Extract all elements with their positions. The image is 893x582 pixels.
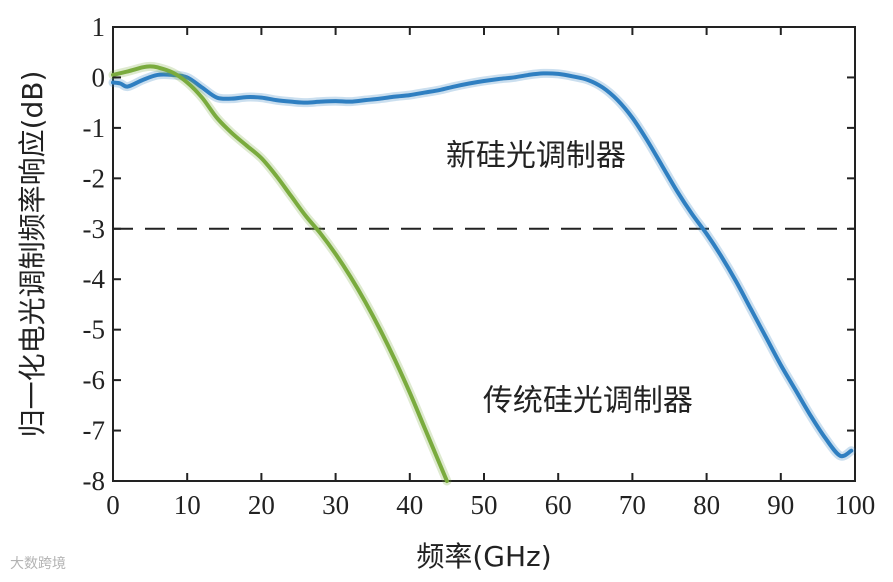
x-tick-label: 100	[835, 490, 876, 520]
annotation-new-modulator: 新硅光调制器	[446, 139, 626, 174]
x-tick-label: 60	[545, 490, 572, 520]
series-lines	[108, 61, 856, 486]
y-axis-ticks: 1 0 -1 -2 -3 -4 -5 -6 -7 -8	[83, 12, 855, 496]
y-tick-label: -3	[83, 214, 106, 244]
y-tick-label: -2	[83, 163, 106, 193]
y-tick-label: 1	[92, 12, 106, 42]
y-tick-label: -7	[83, 416, 106, 446]
x-axis-title: 频率(GHz)	[416, 540, 551, 573]
x-tick-label: 20	[248, 490, 275, 520]
y-axis-title: 归一化电光调制频率响应(dB)	[16, 71, 49, 438]
y-tick-label: 0	[92, 62, 106, 92]
x-tick-label: 90	[767, 490, 794, 520]
series-line-traditional-modulator	[111, 64, 449, 483]
x-tick-label: 70	[619, 490, 646, 520]
y-tick-label: -5	[83, 315, 106, 345]
x-tick-label: 0	[106, 490, 120, 520]
x-tick-label: 50	[471, 490, 498, 520]
y-tick-label: -4	[83, 264, 106, 294]
watermark: 大数跨境	[10, 556, 66, 572]
annotation-traditional-modulator: 传统硅光调制器	[483, 383, 693, 418]
y-tick-label: -8	[83, 466, 106, 496]
x-tick-label: 40	[396, 490, 423, 520]
series-line-traditional-modulator-glow	[108, 61, 452, 486]
x-tick-label: 30	[322, 490, 349, 520]
series-line-new-modulator	[111, 71, 854, 459]
x-tick-label: 80	[693, 490, 720, 520]
y-tick-label: -1	[83, 113, 106, 143]
x-tick-label: 10	[174, 490, 201, 520]
x-axis-ticks: 0 10 20 30 40 50 60 70 80 90 100	[106, 27, 875, 520]
y-tick-label: -6	[83, 365, 106, 395]
